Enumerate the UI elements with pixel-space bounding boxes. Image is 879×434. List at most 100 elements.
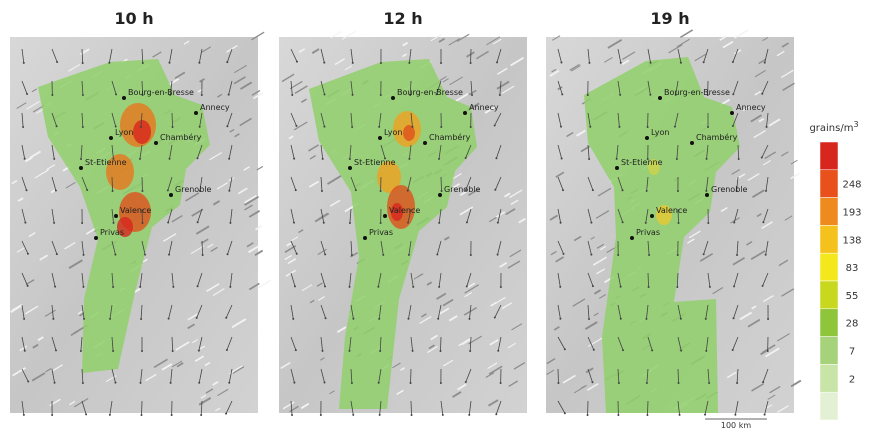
- wind-arrow-head: [168, 318, 170, 320]
- wind-arrow: [440, 337, 441, 351]
- wind-arrow-head: [736, 254, 738, 256]
- wind-arrow-head: [229, 222, 231, 224]
- city-label: Grenoble: [711, 185, 748, 194]
- wind-arrow-head: [617, 254, 619, 256]
- wind-arrow-head: [559, 318, 561, 320]
- wind-arrow-head: [82, 286, 84, 288]
- wind-arrow-head: [293, 158, 295, 160]
- wind-arrow-head: [647, 126, 649, 128]
- wind-arrow-head: [617, 414, 619, 416]
- wind-arrow-head: [411, 126, 413, 128]
- wind-arrow-head: [139, 158, 141, 160]
- wind-arrow-head: [171, 414, 173, 416]
- wind-arrow-head: [622, 349, 624, 351]
- legend-swatch: [820, 198, 838, 226]
- legend-swatch: [820, 337, 838, 365]
- legend-label: 28: [846, 319, 859, 330]
- wind-arrow-head: [51, 414, 53, 416]
- wind-arrow-head: [294, 285, 296, 287]
- city-marker: [169, 193, 173, 197]
- wind-arrow-head: [468, 318, 470, 320]
- wind-arrow-head: [733, 285, 735, 287]
- wind-arrow-head: [466, 285, 468, 287]
- wind-arrow-head: [229, 286, 231, 288]
- wind-arrow-head: [141, 190, 143, 192]
- wind-arrow-head: [55, 189, 57, 191]
- wind-arrow-head: [324, 94, 326, 96]
- wind-arrow-head: [169, 158, 171, 160]
- wind-arrow-head: [83, 254, 85, 256]
- wind-arrow-head: [707, 222, 709, 224]
- wind-arrow-head: [324, 382, 326, 384]
- wind-arrow-head: [646, 414, 648, 416]
- wind-arrow-head: [587, 414, 589, 416]
- wind-arrow-head: [168, 62, 170, 64]
- wind-arrow-head: [706, 158, 708, 160]
- wind-arrow-head: [82, 62, 84, 64]
- wind-arrow-head: [198, 62, 200, 64]
- wind-arrow-head: [53, 222, 55, 224]
- wind-arrow-head: [144, 254, 146, 256]
- city-label: Valence: [656, 206, 687, 215]
- wind-arrow-head: [619, 94, 621, 96]
- wind-arrow-head: [468, 414, 470, 416]
- wind-arrow-head: [380, 94, 382, 96]
- legend-label: 2: [849, 374, 855, 385]
- wind-arrow-head: [588, 62, 590, 64]
- wind-arrow-head: [767, 318, 769, 320]
- wind-arrow-head: [56, 61, 58, 63]
- legend-title: grains/m3: [809, 120, 858, 134]
- wind-arrow-head: [557, 382, 559, 384]
- wind-arrow: [172, 113, 173, 127]
- wind-arrow-head: [349, 222, 351, 224]
- wind-arrow-head: [113, 222, 115, 224]
- wind-arrow-head: [109, 414, 111, 416]
- city-label: Bourg-en-Bresse: [397, 88, 463, 97]
- legend-label: 7: [849, 347, 855, 358]
- wind-arrow-head: [561, 158, 563, 160]
- figure: Bourg-en-BresseAnnecyLyonChambérySt-Etie…: [0, 0, 879, 434]
- wind-arrow-head: [109, 318, 111, 320]
- wind-arrow-head: [141, 414, 143, 416]
- wind-arrow-head: [112, 350, 114, 352]
- wind-arrow-head: [440, 126, 442, 128]
- wind-arrow-head: [762, 285, 764, 287]
- wind-arrow-head: [377, 286, 379, 288]
- wind-arrow-head: [322, 350, 324, 352]
- wind-arrow-head: [408, 254, 410, 256]
- wind-arrow-head: [560, 62, 562, 64]
- city-marker: [348, 166, 352, 170]
- wind-arrow-head: [678, 382, 680, 384]
- wind-arrow-head: [412, 286, 414, 288]
- wind-arrow-head: [82, 382, 84, 384]
- wind-arrow-head: [564, 348, 566, 350]
- wind-arrow-head: [56, 125, 58, 127]
- wind-arrow-head: [22, 126, 24, 128]
- wind-arrow-head: [293, 222, 295, 224]
- city-marker: [645, 136, 649, 140]
- wind-arrow-head: [26, 189, 28, 191]
- wind-arrow-head: [440, 382, 442, 384]
- wind-arrow: [112, 177, 113, 191]
- wind-arrow-head: [470, 126, 472, 128]
- city-marker: [650, 214, 654, 218]
- wind-arrow-head: [764, 62, 766, 64]
- wind-arrow-head: [648, 286, 650, 288]
- wind-arrow-head: [80, 350, 82, 352]
- city-marker: [438, 193, 442, 197]
- city-label: Chambéry: [696, 132, 738, 142]
- wind-arrow-head: [228, 382, 230, 384]
- wind-arrow: [441, 177, 442, 191]
- wind-arrow-head: [24, 158, 26, 160]
- wind-arrow-head: [55, 349, 57, 351]
- wind-arrow-head: [590, 254, 592, 256]
- city-label: Chambéry: [160, 132, 202, 142]
- legend: grains/m3 24819313883552872: [809, 120, 861, 420]
- wind-arrow-head: [705, 350, 707, 352]
- wind-arrow-head: [141, 222, 143, 224]
- wind-arrow-head: [588, 158, 590, 160]
- pollen-hotspot: [133, 120, 151, 144]
- wind-arrow-head: [590, 222, 592, 224]
- wind-arrow-head: [351, 126, 353, 128]
- wind-arrow-head: [562, 189, 564, 191]
